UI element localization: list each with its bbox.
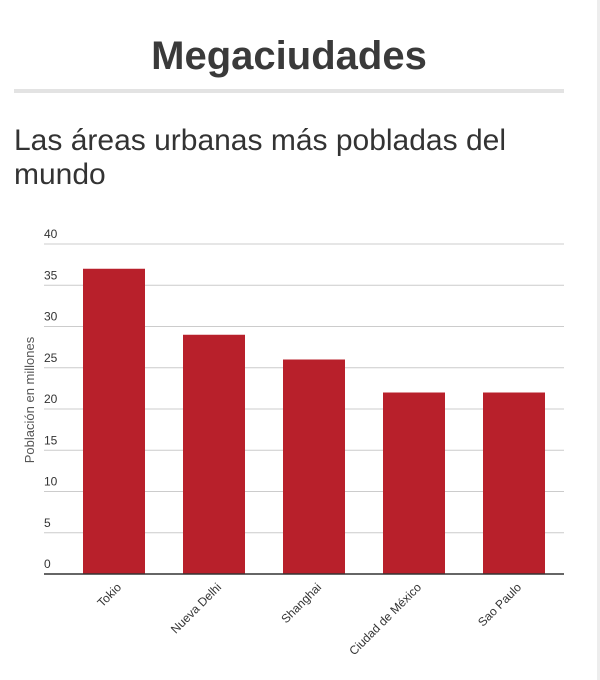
- y-tick-label: 35: [44, 268, 58, 282]
- chart-title: Las áreas urbanas más pobladas del mundo: [14, 124, 506, 191]
- x-tick-label: Sao Paulo: [475, 580, 524, 629]
- y-tick-label: 25: [44, 351, 58, 365]
- x-tick-label: Shanghai: [278, 580, 324, 626]
- bars: [83, 268, 545, 574]
- y-tick-label: 10: [44, 475, 58, 489]
- y-tick-label: 40: [44, 227, 58, 241]
- y-tick-label: 20: [44, 392, 58, 406]
- y-tick-label: 15: [44, 433, 58, 447]
- page-title: Megaciudades: [151, 34, 427, 78]
- bar: [183, 334, 245, 574]
- y-tick-label: 0: [44, 557, 51, 571]
- y-tick-label: 30: [44, 310, 58, 324]
- title-divider: [14, 89, 564, 93]
- page-edge-divider: [597, 0, 600, 680]
- x-tick-label: Tokio: [94, 580, 124, 610]
- bar: [383, 392, 445, 574]
- bar: [283, 359, 345, 574]
- y-tick-label: 5: [44, 516, 51, 530]
- y-axis-title: Población en millones: [22, 336, 37, 463]
- bar: [83, 268, 145, 574]
- x-tick-label: Nueva Delhi: [168, 580, 224, 636]
- bar: [483, 392, 545, 574]
- x-tick-label: Ciudad de México: [346, 580, 424, 658]
